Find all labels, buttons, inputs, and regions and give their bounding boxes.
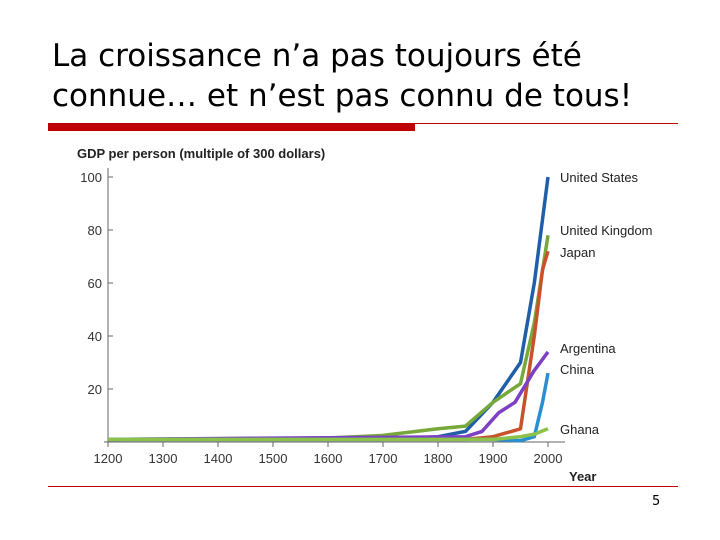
y-axis-title: GDP per person (multiple of 300 dollars) [77, 146, 325, 161]
x-tick-label: 1500 [259, 451, 288, 466]
series-line-united-kingdom [107, 235, 550, 442]
series-line-united-states [108, 176, 550, 442]
chart-series-lines [107, 176, 550, 443]
x-tick-label: 1900 [479, 451, 508, 466]
series-label-united-kingdom: United Kingdom [560, 223, 653, 238]
series-line-argentina [107, 350, 550, 442]
slide-title: La croissance n’a pas toujours été connu… [52, 38, 633, 114]
page-number: 5 [652, 494, 661, 509]
chart-series-labels: United States United Kingdom Japan Argentin… [560, 170, 653, 437]
title-accent-bar [48, 123, 415, 131]
y-tick-label: 40 [88, 329, 102, 344]
series-label-argentina: Argentina [560, 341, 616, 356]
x-tick-label: 1800 [424, 451, 453, 466]
x-axis-title: Year [569, 469, 596, 484]
series-line-ghana [108, 427, 549, 442]
y-tick-label: 60 [88, 276, 102, 291]
x-tick-label: 2000 [534, 451, 563, 466]
x-tick-label: 1300 [149, 451, 178, 466]
x-tick-label: 1200 [94, 451, 123, 466]
series-label-united-states: United States [560, 170, 639, 185]
y-tick-label: 80 [88, 223, 102, 238]
series-label-ghana: Ghana [560, 422, 600, 437]
series-label-china: China [560, 362, 595, 377]
y-tick-label: 20 [88, 382, 102, 397]
series-label-japan: Japan [560, 245, 595, 260]
chart-axes: 20 40 60 80 100 1200 1300 1400 1500 1600 1700 1800 1… [80, 168, 565, 466]
y-tick-label: 100 [80, 170, 102, 185]
footer-divider [48, 486, 678, 487]
x-tick-label: 1400 [204, 451, 233, 466]
x-tick-label: 1700 [369, 451, 398, 466]
x-tick-label: 1600 [314, 451, 343, 466]
